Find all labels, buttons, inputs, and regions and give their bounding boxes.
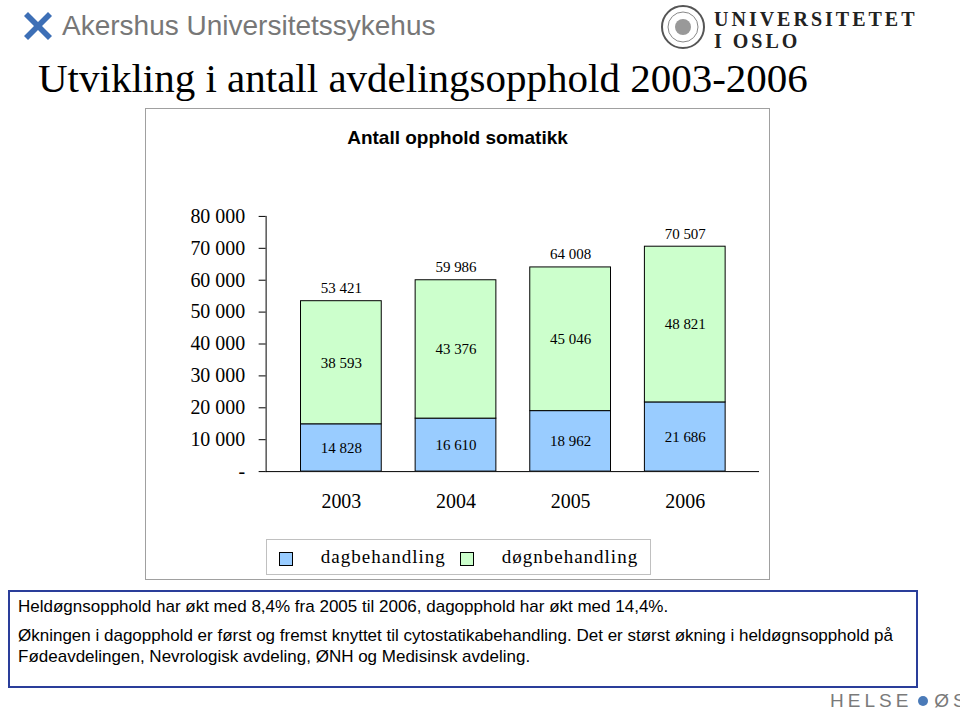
svg-text:40 000: 40 000 [190,332,245,354]
svg-text:18 962: 18 962 [550,433,591,449]
svg-text:59 986: 59 986 [435,259,477,275]
svg-text:38 593: 38 593 [321,355,362,371]
html-text:Økningen i dagopphold er først: Økningen i dagopphold er først og fremst… [18,626,893,666]
svg-text:-: - [239,460,246,482]
html-text:Akershus Universitetssykehus: Akershus Universitetssykehus [62,10,436,41]
svg-text:14 828: 14 828 [321,440,362,456]
svg-text:53 421: 53 421 [321,280,362,296]
svg-text:70 507: 70 507 [665,226,707,242]
html-text:UNIVERSITETET: UNIVERSITETET [714,8,918,30]
svg-text:2005: 2005 [551,490,591,512]
svg-text:50 000: 50 000 [190,300,245,322]
html-text:dagbehandling: dagbehandling [320,546,446,567]
html-text:I OSLO: I OSLO [714,30,801,52]
svg-text:20 000: 20 000 [190,396,245,418]
svg-text:43 376: 43 376 [435,341,477,357]
svg-text:2003: 2003 [321,490,361,512]
svg-text:16 610: 16 610 [435,437,476,453]
svg-text:2004: 2004 [436,490,476,512]
svg-text:10 000: 10 000 [190,428,245,450]
svg-text:70 000: 70 000 [190,237,245,259]
svg-text:48 821: 48 821 [665,316,706,332]
html-text:Antall opphold somatikk: Antall opphold somatikk [347,127,568,148]
svg-text:64 008: 64 008 [550,246,591,262]
html-text:døgnbehandling: døgnbehandling [501,546,639,567]
html-text:Utvikling i antall avdelingsop: Utvikling i antall avdelingsopphold 2003… [38,55,808,101]
svg-text:30 000: 30 000 [190,364,245,386]
html-text:HELSE: HELSE [830,690,913,711]
svg-text:80 000: 80 000 [190,205,245,227]
svg-text:45 046: 45 046 [550,331,592,347]
svg-text:21 686: 21 686 [665,429,707,445]
svg-text:60 000: 60 000 [190,269,245,291]
html-text:Heldøgnsopphold har økt med 8,: Heldøgnsopphold har økt med 8,4% fra 200… [18,597,669,616]
svg-text:2006: 2006 [665,490,705,512]
